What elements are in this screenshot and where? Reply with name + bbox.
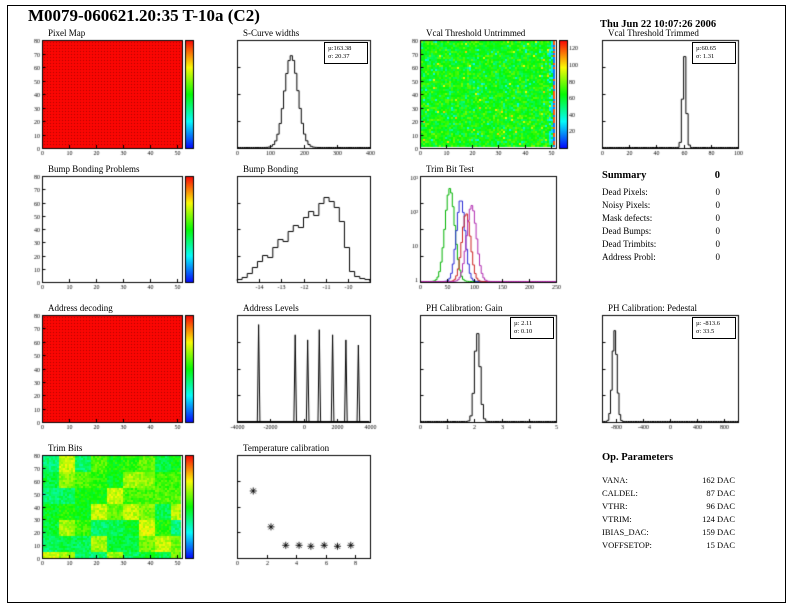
summary-value: 0: [715, 226, 721, 236]
op-row-voffsetop: VOFFSETOP: 15 DAC: [602, 539, 735, 552]
temperature-calibration-title: Temperature calibration: [243, 443, 330, 453]
ph-calibration-pedestal-stats-line: µ: -813.6: [696, 320, 720, 327]
op-row-ibias-dac: IBIAS_DAC: 159 DAC: [602, 526, 735, 539]
page-title: M0079-060621.20:35 T-10a (C2): [28, 6, 266, 26]
op-row-caldel: CALDEL: 87 DAC: [602, 487, 735, 500]
vcal-threshold-untrimmed-title: Vcal Threshold Untrimmed: [426, 28, 526, 38]
s-curve-widths-stats-line: µ:163.38: [328, 45, 352, 52]
op-row-vtrim: VTRIM: 124 DAC: [602, 513, 735, 526]
timestamp: Thu Jun 22 10:07:26 2006: [600, 19, 717, 30]
summary-row-address-probl: Address Probl: 0: [602, 251, 720, 264]
vcal-threshold-trimmed-stats-line: µ:60.65: [696, 45, 717, 52]
pixel-map-title: Pixel Map: [48, 28, 86, 38]
trim-bit-test-title: Trim Bit Test: [426, 164, 474, 174]
trim-bits-title: Trim Bits: [48, 443, 83, 453]
trim-bit-test-plot: [420, 164, 556, 294]
pixel-map-plot: [42, 28, 212, 160]
bump-bonding-plot: [237, 164, 370, 294]
summary-label: Dead Bumps:: [602, 226, 652, 236]
op-value: 15 DAC: [706, 540, 735, 550]
op-parameters-heading: Op. Parameters: [602, 452, 674, 463]
summary-label: Mask defects:: [602, 213, 653, 223]
trim-bits-plot: [42, 443, 212, 570]
summary-row-mask-defects: Mask defects: 0: [602, 212, 720, 225]
ph-calibration-gain-stats-line: µ: 2.11: [514, 320, 533, 327]
address-levels-plot: [237, 303, 370, 434]
op-parameters-block: Op. Parameters VANA: 162 DAC CALDEL: 87 …: [602, 452, 735, 552]
op-label: VTRIM:: [602, 514, 632, 524]
ph-calibration-pedestal-stats-line: σ: 33.5: [696, 328, 715, 335]
summary-heading: Summary: [602, 170, 647, 181]
address-decoding-plot: [42, 303, 212, 434]
op-row-vana: VANA: 162 DAC: [602, 474, 735, 487]
op-value: 87 DAC: [706, 488, 735, 498]
op-label: IBIAS_DAC:: [602, 527, 649, 537]
vcal-threshold-trimmed-stats-box: µ:60.65 σ: 1.31: [692, 42, 736, 64]
summary-label: Noisy Pixels:: [602, 200, 651, 210]
s-curve-widths-stats-line: σ: 20.37: [328, 53, 350, 60]
op-value: 124 DAC: [702, 514, 735, 524]
summary-row-dead-bumps: Dead Bumps: 0: [602, 225, 720, 238]
op-label: VTHR:: [602, 501, 628, 511]
address-levels-title: Address Levels: [243, 303, 299, 313]
op-value: 162 DAC: [702, 475, 735, 485]
summary-value: 0: [715, 252, 721, 262]
address-decoding-title: Address decoding: [48, 303, 113, 313]
s-curve-widths-title: S-Curve widths: [243, 28, 300, 38]
summary-total: 0: [714, 170, 720, 181]
summary-label: Address Probl:: [602, 252, 656, 262]
vcal-threshold-trimmed-title: Vcal Threshold Trimmed: [608, 28, 699, 38]
vcal-threshold-untrimmed-plot: [420, 28, 586, 160]
op-label: VANA:: [602, 475, 628, 485]
summary-block: Summary 0 Dead Pixels: 0 Noisy Pixels: 0…: [602, 170, 720, 264]
temperature-calibration-plot: [237, 443, 370, 570]
op-value: 96 DAC: [706, 501, 735, 511]
op-row-vthr: VTHR: 96 DAC: [602, 500, 735, 513]
bump-bonding-problems-plot: [42, 164, 212, 294]
bump-bonding-title: Bump Bonding: [243, 164, 299, 174]
op-value: 159 DAC: [702, 527, 735, 537]
op-label: VOFFSETOP:: [602, 540, 652, 550]
op-label: CALDEL:: [602, 488, 638, 498]
s-curve-widths-stats-box: µ:163.38 σ: 20.37: [324, 42, 368, 64]
summary-value: 0: [715, 239, 721, 249]
summary-row-dead-trimbits: Dead Trimbits: 0: [602, 238, 720, 251]
ph-calibration-pedestal-stats-box: µ: -813.6 σ: 33.5: [692, 317, 736, 339]
ph-calibration-gain-stats-box: µ: 2.11 σ: 0.10: [510, 317, 554, 339]
ph-calibration-gain-stats-line: σ: 0.10: [514, 328, 533, 335]
summary-header: Summary 0: [602, 170, 720, 181]
summary-value: 0: [715, 200, 721, 210]
summary-label: Dead Pixels:: [602, 187, 648, 197]
summary-value: 0: [715, 187, 721, 197]
ph-calibration-pedestal-title: PH Calibration: Pedestal: [608, 303, 697, 313]
summary-value: 0: [715, 213, 721, 223]
vcal-threshold-trimmed-stats-line: σ: 1.31: [696, 53, 715, 60]
bump-bonding-problems-title: Bump Bonding Problems: [48, 164, 140, 174]
summary-row-dead-pixels: Dead Pixels: 0: [602, 186, 720, 199]
summary-row-noisy-pixels: Noisy Pixels: 0: [602, 199, 720, 212]
summary-label: Dead Trimbits:: [602, 239, 657, 249]
ph-calibration-gain-title: PH Calibration: Gain: [426, 303, 503, 313]
